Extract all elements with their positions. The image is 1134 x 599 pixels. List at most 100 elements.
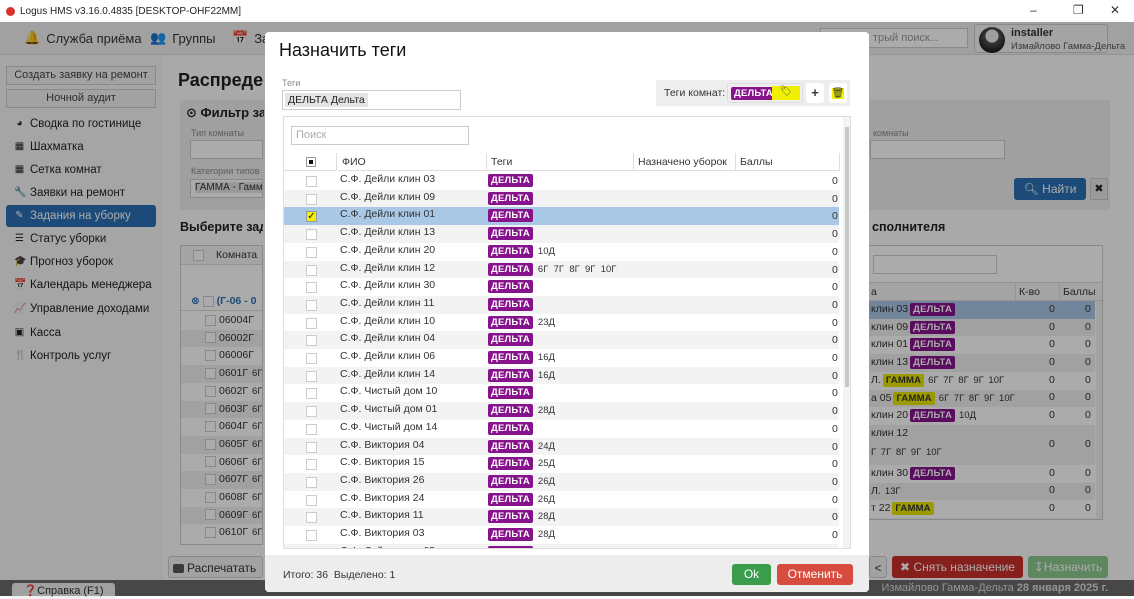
- select-all-checkbox[interactable]: [306, 157, 316, 167]
- row-checkbox[interactable]: [306, 229, 317, 240]
- row-checkbox[interactable]: [306, 353, 317, 364]
- tag-chip[interactable]: ДЕЛЬТА Дельта: [285, 93, 368, 107]
- row-checkbox[interactable]: [306, 424, 317, 435]
- points-value: 0: [832, 423, 838, 435]
- search-input[interactable]: Поиск: [291, 126, 469, 145]
- staff-name: С.Ф. Дейли клин 05: [340, 545, 435, 549]
- select-all-header[interactable]: [284, 153, 337, 171]
- tag-badge: ДЕЛЬТА: [488, 475, 533, 488]
- room-tags-select[interactable]: ДЕЛЬТА 🏷: [727, 83, 803, 103]
- staff-row[interactable]: С.Ф. Чистый дом 14 ДЕЛЬТА 0: [284, 420, 839, 438]
- tags-input[interactable]: ДЕЛЬТА Дельта: [282, 90, 461, 110]
- row-checkbox[interactable]: [306, 459, 317, 470]
- points-value: 0: [832, 264, 838, 276]
- row-checkbox[interactable]: [306, 176, 317, 187]
- row-checkbox[interactable]: [306, 548, 317, 549]
- staff-name: С.Ф. Чистый дом 14: [340, 421, 437, 433]
- delete-tag-button[interactable]: 🗑: [829, 83, 847, 103]
- ok-button[interactable]: Ok: [732, 564, 771, 585]
- row-checkbox[interactable]: [306, 247, 317, 258]
- tags-cell: ДЕЛЬТА: [488, 192, 533, 205]
- scrollbar[interactable]: [843, 117, 851, 549]
- row-checkbox[interactable]: [306, 318, 317, 329]
- tag-badge: ДЕЛЬТА: [488, 386, 533, 399]
- tags-cell: ДЕЛЬТА: [488, 174, 533, 187]
- tags-column-header[interactable]: Теги: [487, 153, 634, 171]
- minimize-button[interactable]: –: [1030, 3, 1037, 17]
- tags-cell: ДЕЛЬТА 28Д: [488, 528, 555, 541]
- tags-cell: ДЕЛЬТА: [488, 298, 533, 311]
- row-checkbox[interactable]: [306, 265, 317, 276]
- tag-badge: ДЕЛЬТА: [488, 546, 533, 549]
- tag-badge: ДЕЛЬТА: [488, 351, 533, 364]
- assigned-column-header[interactable]: Назначено уборок: [634, 153, 736, 171]
- points-value: 0: [832, 476, 838, 488]
- row-checkbox[interactable]: [306, 477, 317, 488]
- tag-badge: ДЕЛЬТА: [488, 316, 533, 329]
- window-title-bar: Logus HMS v3.16.0.4835 [DESKTOP-OHF22MM]…: [0, 0, 1134, 22]
- tag-badge: ДЕЛЬТА: [488, 422, 533, 435]
- maximize-button[interactable]: ❐: [1073, 3, 1084, 17]
- close-window-button[interactable]: ✕: [1110, 3, 1120, 17]
- staff-name: С.Ф. Дейли клин 09: [340, 191, 435, 203]
- app-logo-icon: [6, 7, 15, 16]
- row-checkbox[interactable]: [306, 512, 317, 523]
- tag-badge: ДЕЛЬТА: [488, 493, 533, 506]
- points-column-header[interactable]: Баллы: [736, 153, 840, 171]
- row-checkbox[interactable]: [306, 388, 317, 399]
- fio-column-header[interactable]: ФИО: [338, 153, 487, 171]
- points-value: 0: [832, 458, 838, 470]
- tag-badge: ДЕЛЬТА: [488, 440, 533, 453]
- tag-badge: ДЕЛЬТА: [488, 263, 533, 276]
- staff-name: С.Ф. Виктория 24: [340, 492, 424, 504]
- row-checkbox[interactable]: [306, 495, 317, 506]
- add-tag-button[interactable]: +: [806, 83, 824, 103]
- row-checkbox[interactable]: [306, 282, 317, 293]
- staff-name: С.Ф. Виктория 26: [340, 474, 424, 486]
- points-value: 0: [832, 210, 838, 222]
- row-checkbox[interactable]: [306, 335, 317, 346]
- staff-row[interactable]: С.Ф. Дейли клин 05ДЕЛЬТА0: [284, 544, 839, 549]
- staff-list: Поиск ФИО Теги Назначено уборок Баллы С.…: [283, 116, 851, 549]
- row-checkbox[interactable]: [306, 442, 317, 453]
- row-checkbox[interactable]: [306, 194, 317, 205]
- tag-badge: ДЕЛЬТА: [488, 528, 533, 541]
- tag-icon[interactable]: 🏷: [772, 86, 800, 100]
- staff-name: С.Ф. Дейли клин 30: [340, 279, 435, 291]
- row-checkbox[interactable]: [306, 406, 317, 417]
- tag-badge: ДЕЛЬТА: [488, 333, 533, 346]
- tag-badge: ДЕЛЬТА: [488, 457, 533, 470]
- row-checkbox[interactable]: [306, 300, 317, 311]
- row-checkbox[interactable]: [306, 530, 317, 541]
- staff-name: С.Ф. Дейли клин 13: [340, 226, 435, 238]
- row-checkbox[interactable]: ✓: [306, 211, 317, 222]
- points-value: 0: [832, 529, 838, 541]
- room-tags-text: 28Д: [538, 529, 555, 540]
- row-checkbox[interactable]: [306, 371, 317, 382]
- totals: Итого: 36 Выделено: 1: [283, 569, 395, 581]
- cancel-button[interactable]: Отменить: [777, 564, 853, 585]
